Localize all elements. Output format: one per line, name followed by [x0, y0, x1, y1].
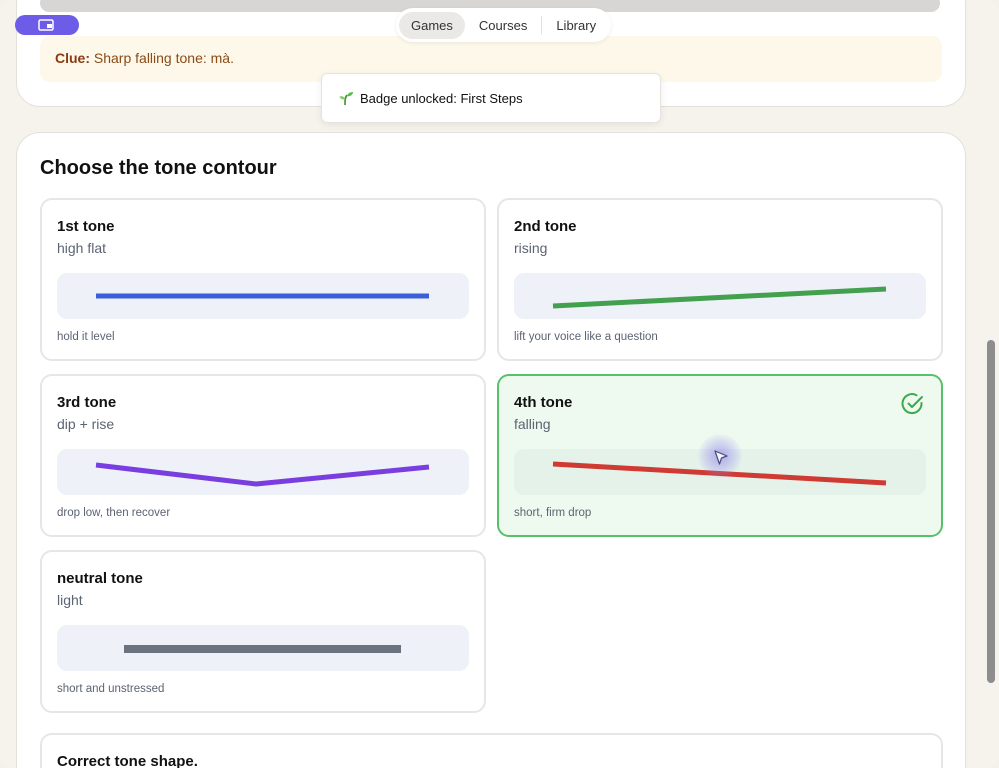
option-subtitle: dip + rise — [57, 416, 115, 432]
clue-label: Clue: — [55, 50, 90, 66]
feedback-text: Correct tone shape. — [57, 753, 198, 768]
clue-box: Clue: Sharp falling tone: mà. — [40, 36, 942, 82]
clue-text: Sharp falling tone: mà. — [93, 50, 234, 66]
option-subtitle: high flat — [57, 240, 107, 256]
option-neutral-tone[interactable]: neutral tone light short and unstressed — [40, 550, 486, 713]
option-hint: drop low, then recover — [57, 507, 171, 519]
scrollbar-thumb[interactable] — [987, 340, 995, 683]
contour-line-neutral — [124, 645, 401, 653]
section-title: Choose the tone contour — [40, 157, 277, 179]
option-hint: short, firm drop — [514, 507, 592, 519]
top-nav: Games Courses Library — [396, 8, 612, 42]
option-title: 3rd tone — [57, 394, 117, 411]
option-title: 4th tone — [514, 394, 573, 411]
contour-line-flat — [96, 293, 429, 299]
contour-track — [514, 273, 926, 319]
contour-line-rising — [552, 286, 887, 309]
toast-text: Badge unlocked: First Steps — [360, 90, 523, 106]
contour-track — [57, 625, 469, 671]
option-2nd-tone[interactable]: 2nd tone rising lift your voice like a q… — [497, 198, 943, 361]
display-toggle-button[interactable] — [15, 15, 79, 35]
tab-games[interactable]: Games — [399, 11, 465, 39]
option-title: 1st tone — [57, 218, 115, 235]
option-hint: lift your voice like a question — [514, 331, 658, 343]
option-subtitle: rising — [514, 240, 548, 256]
nav-divider — [541, 16, 543, 34]
badge-toast: Badge unlocked: First Steps — [321, 73, 661, 123]
cursor-arrow-icon — [714, 450, 728, 465]
contour-track — [57, 273, 469, 319]
tab-courses[interactable]: Courses — [478, 17, 528, 33]
contour-line-dip — [95, 462, 430, 487]
contour-track — [57, 449, 469, 495]
screen-icon — [38, 19, 54, 31]
sprout-icon — [339, 92, 353, 106]
scrolled-element — [40, 0, 940, 12]
check-circle-icon — [901, 393, 923, 415]
option-title: neutral tone — [57, 570, 143, 587]
feedback-card: Correct tone shape. — [40, 733, 943, 768]
option-title: 2nd tone — [514, 218, 577, 235]
option-3rd-tone[interactable]: 3rd tone dip + rise drop low, then recov… — [40, 374, 486, 537]
option-hint: short and unstressed — [57, 683, 165, 695]
option-hint: hold it level — [57, 331, 115, 343]
option-subtitle: falling — [514, 416, 551, 432]
option-subtitle: light — [57, 592, 83, 608]
option-1st-tone[interactable]: 1st tone high flat hold it level — [40, 198, 486, 361]
tab-library[interactable]: Library — [556, 17, 597, 33]
